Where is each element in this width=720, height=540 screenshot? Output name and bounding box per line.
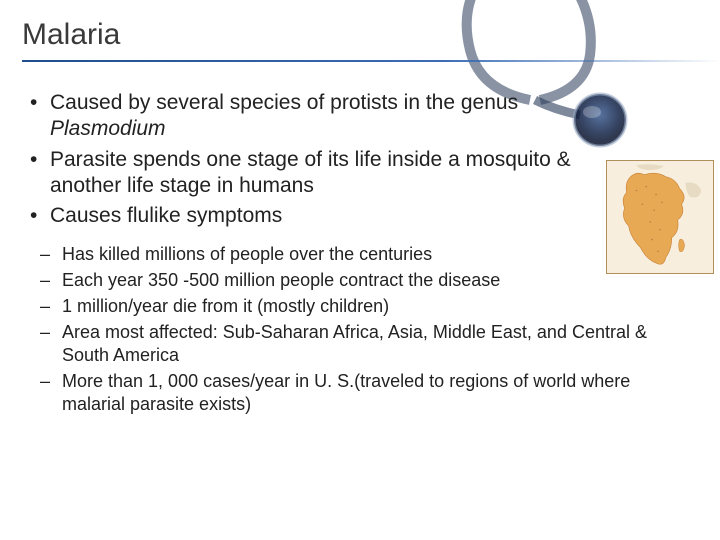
bullet-1-text: Caused by several species of protists in…: [50, 91, 518, 114]
sub-bullet-list: Has killed millions of people over the c…: [40, 243, 700, 416]
title-region: Malaria: [0, 0, 720, 62]
sub-bullet-2: Each year 350 -500 million people contra…: [40, 269, 660, 292]
bullet-1: Caused by several species of protists in…: [28, 90, 588, 143]
sub-bullet-4: Area most affected: Sub-Saharan Africa, …: [40, 321, 660, 367]
bullet-2: Parasite spends one stage of its life in…: [28, 147, 588, 200]
main-bullet-list: Caused by several species of protists in…: [28, 90, 700, 229]
sub-bullet-3: 1 million/year die from it (mostly child…: [40, 295, 660, 318]
sub-bullet-1: Has killed millions of people over the c…: [40, 243, 660, 266]
africa-map-image: [606, 160, 714, 274]
bullet-1-italic: Plasmodium: [50, 117, 166, 140]
slide-title: Malaria: [22, 18, 720, 52]
bullet-3: Causes flulike symptoms: [28, 203, 588, 229]
sub-bullet-5: More than 1, 000 cases/year in U. S.(tra…: [40, 370, 660, 416]
